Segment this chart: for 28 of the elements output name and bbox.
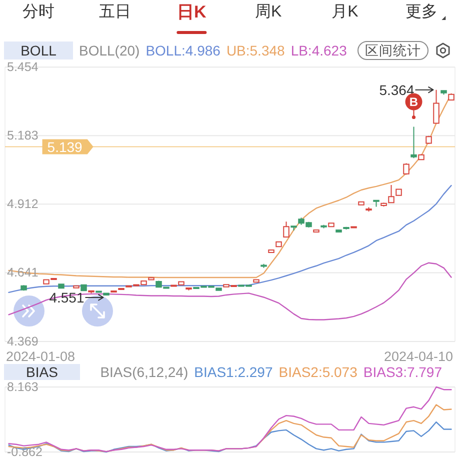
title: 日K [177,2,206,22]
note: 5.364 [379,82,414,98]
ytick: 4.912 [7,197,38,212]
range-label: 2024-04-10 [384,349,453,364]
ytick: 4.369 [7,334,38,348]
ref-label: 5.139 [47,138,82,155]
ytick: 5.454 [7,60,38,74]
subtitle: BOLL [20,42,56,58]
legend-item: BOLL:4.986 [146,42,220,58]
tab-label: 月K [332,4,358,20]
ytick: 8.163 [7,380,38,394]
ytick: -0.862 [7,445,42,459]
legend-item: LB:4.623 [290,42,347,58]
button-label: 区间统计 [365,43,421,58]
legend-title: BOLL(20) [79,42,140,58]
legend-item: BIAS2:5.073 [278,364,358,380]
tab-label: 分时 [22,4,54,20]
legend-item: BIAS3:7.797 [363,364,442,380]
subtitle: BIAS [26,364,58,380]
tab-label: 更多 [406,4,438,20]
range-label: 2024-01-08 [6,349,76,364]
tab-label: 周K [255,4,282,20]
note: B [409,95,418,110]
ytick: 5.183 [7,128,38,143]
tab-label: 五日 [99,4,131,20]
legend-item: BIAS1:2.297 [194,364,273,380]
legend-title: BIAS(6,12,24) [100,364,188,380]
legend-item: UB:5.348 [226,42,285,58]
